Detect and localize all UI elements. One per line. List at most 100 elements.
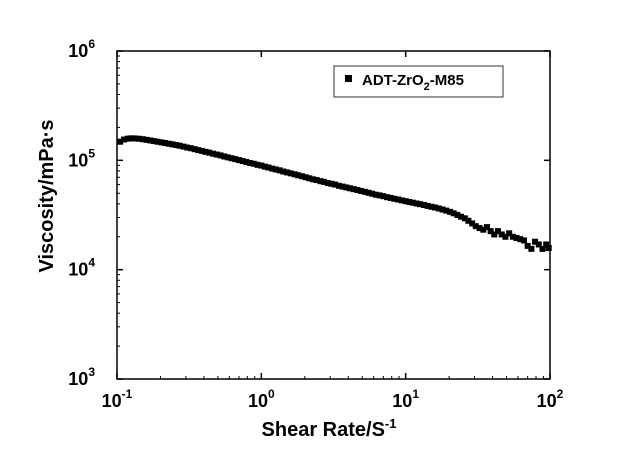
data-point [202,148,209,155]
data-point [176,142,183,149]
data-point [384,194,391,201]
legend-marker [345,75,352,82]
data-point [421,202,428,209]
data-point [354,187,361,194]
y-tick-label: 103 [68,365,95,389]
data-point [235,157,242,164]
data-point [532,238,539,245]
data-point [180,143,187,150]
legend: ADT-ZrO2-M85 [333,65,504,98]
data-point [395,196,402,203]
data-point [213,151,220,158]
data-point [280,168,287,175]
data-point [539,245,546,252]
data-point [454,211,461,218]
data-point [124,135,131,142]
data-point [313,177,320,184]
data-point [198,147,205,154]
data-point [221,153,228,160]
data-point [469,220,476,227]
data-point [447,208,454,215]
data-point [284,169,291,176]
data-point [476,225,483,232]
data-point [361,188,368,195]
data-point [535,241,542,248]
data-point [432,204,439,211]
data-point [258,162,265,169]
data-point [369,190,376,197]
data-point [502,233,509,240]
data-point [509,233,516,240]
data-point [480,226,487,233]
data-series [117,135,552,252]
data-point [173,142,180,149]
data-point [139,136,146,143]
data-point [461,215,468,222]
data-point [487,228,494,235]
data-point [154,138,161,145]
data-point [272,166,279,173]
data-point [191,146,198,153]
data-point [543,241,550,248]
data-point [346,185,353,192]
data-point [365,189,372,196]
data-point [472,223,479,230]
data-point [391,195,398,202]
data-point [387,194,394,201]
data-point [291,171,298,178]
data-point [380,193,387,200]
data-point [398,197,405,204]
data-point [228,155,235,162]
y-axis-title: Viscosity/mPa·s [36,119,58,272]
data-point [413,200,420,207]
data-point [298,173,305,180]
data-point [402,198,409,205]
data-point [254,161,261,168]
data-point [458,213,465,220]
data-point [465,217,472,224]
data-point [276,167,283,174]
data-point [150,138,157,145]
x-tick-label: 101 [392,387,419,411]
data-point [424,202,431,209]
data-point [158,139,165,146]
data-point [265,164,272,171]
data-point [195,147,202,154]
plot-frame [116,50,551,380]
data-point [247,160,254,167]
data-point [406,198,413,205]
data-point [417,201,424,208]
data-point [169,141,176,148]
data-point [132,135,139,142]
data-point [491,231,498,238]
data-point [232,156,239,163]
data-point [306,175,313,182]
data-point [239,158,246,165]
data-point [409,199,416,206]
data-point [545,244,552,251]
data-point [483,224,490,231]
data-point [128,135,135,142]
data-point [324,180,331,187]
data-point [372,191,379,198]
data-point [443,207,450,214]
data-point [243,159,250,166]
y-tick-label: 106 [68,37,95,61]
data-point [439,206,446,213]
data-point [376,192,383,199]
data-point [210,150,217,157]
data-point [295,172,302,179]
data-point [321,178,328,185]
x-tick-label: 100 [248,387,275,411]
x-axis-title: Shear Rate/S-1 [262,416,397,441]
legend-box [333,65,504,98]
y-tick-label: 105 [68,146,95,170]
data-point [358,187,365,194]
data-point [187,145,194,152]
legend-label: ADT-ZrO2-M85 [362,72,464,93]
data-point [513,234,520,241]
data-point [269,165,276,172]
data-point [261,163,268,170]
data-point [335,182,342,189]
